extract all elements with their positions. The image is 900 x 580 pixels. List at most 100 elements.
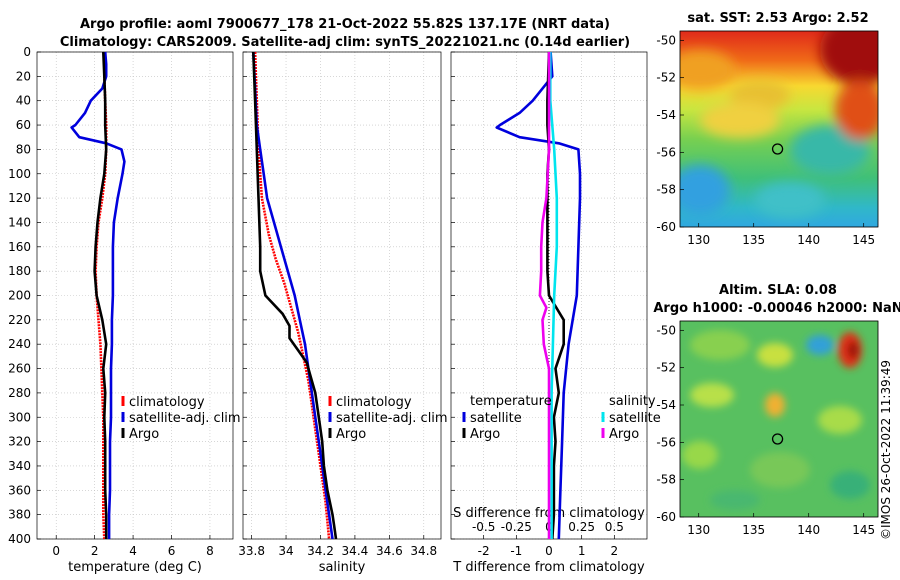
depth-tick-label: 260 (8, 362, 31, 376)
diff-legend-salinity-title: salinity (609, 394, 656, 409)
depth-tick-label: 300 (8, 410, 31, 424)
diff-top-tick-label: 0.25 (568, 520, 595, 534)
sal-xtick-label: 33.8 (238, 544, 265, 558)
diff-legend-temp-label: satellite (470, 411, 522, 426)
sla-map-xtick-label: 145 (852, 523, 875, 537)
sst-map-ytick-label: -56 (656, 145, 676, 159)
sal-legend-label: Argo (336, 427, 366, 442)
sst-argo-location-marker (771, 143, 784, 155)
sal-xtick-label: 34.6 (376, 544, 403, 558)
figure-title-line2: Climatology: CARS2009. Satellite-adj cli… (60, 35, 630, 50)
sla-map-ytick-label: -60 (656, 510, 676, 524)
diff-xtick-label: 0 (545, 544, 553, 558)
imos-watermark: ©IMOS 26-Oct-2022 11:39:49 (879, 360, 893, 540)
diff-xtick-label: -1 (510, 544, 522, 558)
sla-map-xtick-label: 130 (687, 523, 710, 537)
sst-map-xtick-label: 130 (687, 233, 710, 247)
depth-tick-label: 160 (8, 240, 31, 254)
depth-tick-label: 0 (23, 45, 31, 59)
sla-map-ytick-label: -50 (656, 323, 676, 337)
temp-xtick-label: 4 (129, 544, 137, 558)
temp-axes-frame (36, 51, 234, 540)
sst-map: sat. SST: 2.53 Argo: 2.52 -50 -52 -54 -56 -5… (656, 11, 879, 247)
temperature-panel: 0204060801001201401601802002202402602803… (8, 45, 241, 575)
sst-map-frame (679, 30, 879, 228)
temp-legend-label: climatology (129, 395, 205, 410)
depth-tick-label: 380 (8, 508, 31, 522)
temp-series-satellite-adj-clim (70, 51, 126, 539)
sal-series-argo (252, 51, 338, 540)
sla-map-title-line2: Argo h1000: -0.00046 h2000: NaN (653, 301, 900, 316)
sla-map-xtick-label: 135 (742, 523, 765, 537)
sst-map-ytick-label: -58 (656, 183, 676, 197)
sst-map-ytick-label: -50 (656, 33, 676, 47)
sal-xtick-label: 34.8 (410, 544, 437, 558)
sla-map-frame (679, 320, 879, 518)
depth-tick-label: 120 (8, 191, 31, 205)
temp-xlabel: temperature (deg C) (68, 560, 202, 575)
sal-xtick-label: 34 (278, 544, 293, 558)
sal-series-satellite-adj-clim (252, 51, 334, 540)
depth-tick-label: 60 (16, 118, 31, 132)
diff-xlabel: T difference from climatology (452, 560, 645, 575)
sal-xlabel: salinity (319, 560, 366, 575)
diff-xtick-label: 2 (611, 544, 619, 558)
temp-xtick-label: 0 (52, 544, 60, 558)
depth-tick-label: 180 (8, 264, 31, 278)
diff-xtick-label: -2 (478, 544, 490, 558)
temp-legend-label: Argo (129, 427, 159, 442)
sst-map-xtick-label: 135 (742, 233, 765, 247)
diff-top-tick-label: -0.25 (501, 520, 532, 534)
depth-tick-label: 140 (8, 215, 31, 229)
sal-xtick-label: 34.2 (307, 544, 334, 558)
sal-xtick-label: 34.4 (342, 544, 369, 558)
sla-argo-location-marker (771, 433, 784, 445)
depth-tick-label: 100 (8, 167, 31, 181)
depth-tick-label: 360 (8, 483, 31, 497)
sst-map-xtick-label: 140 (797, 233, 820, 247)
diff-legend-temperature-title: temperature (470, 394, 552, 409)
diff-series-salinity-satellite (548, 52, 559, 539)
sst-map-ytick-label: -52 (656, 71, 676, 85)
sst-map-xtick-label: 145 (852, 233, 875, 247)
depth-tick-label: 320 (8, 435, 31, 449)
depth-tick-label: 340 (8, 459, 31, 473)
sla-map-ytick-label: -54 (656, 398, 676, 412)
diff-legend-sal-label: satellite (609, 411, 661, 426)
diff-legend-temp-label: Argo (470, 427, 500, 442)
depth-tick-label: 200 (8, 289, 31, 303)
sla-map: Altim. SLA: 0.08 Argo h1000: -0.00046 h2… (653, 283, 900, 537)
sla-map-ytick-label: -52 (656, 361, 676, 375)
sla-map-image (680, 321, 878, 517)
diff-top-tick-label: 0.5 (605, 520, 624, 534)
sst-map-ytick-label: -54 (656, 108, 676, 122)
diff-top-tick-label: -0.5 (472, 520, 495, 534)
difference-panel: -2 -1 0 1 2 T difference from climatology -0.5… (450, 51, 661, 575)
sla-map-ytick-label: -58 (656, 473, 676, 487)
sal-legend-label: satellite-adj. clim (336, 411, 448, 426)
depth-tick-label: 400 (8, 532, 31, 546)
sla-map-title-line1: Altim. SLA: 0.08 (719, 283, 837, 298)
depth-tick-label: 80 (16, 142, 31, 156)
depth-tick-label: 280 (8, 386, 31, 400)
depth-tick-label: 220 (8, 313, 31, 327)
diff-series-temperature-satellite (495, 51, 582, 540)
depth-tick-label: 240 (8, 337, 31, 351)
temp-xtick-label: 6 (168, 544, 176, 558)
sal-legend-label: climatology (336, 395, 412, 410)
diff-legend-sal-label: Argo (609, 427, 639, 442)
sst-map-title: sat. SST: 2.53 Argo: 2.52 (687, 11, 868, 26)
figure-title-line1: Argo profile: aoml 7900677_178 21-Oct-20… (80, 17, 610, 32)
sst-map-image (680, 31, 878, 227)
diff-series-salinity-argo (538, 52, 551, 539)
temp-series-argo (93, 51, 108, 539)
sla-map-ytick-label: -56 (656, 435, 676, 449)
depth-tick-label: 20 (16, 69, 31, 83)
diff-xtick-label: 1 (578, 544, 586, 558)
sst-map-axes: -50 -52 -54 -56 -58 -60 130 135 140 145 (656, 30, 879, 247)
sla-map-xtick-label: 140 (797, 523, 820, 537)
depth-tick-label: 40 (16, 94, 31, 108)
temp-xtick-label: 2 (91, 544, 99, 558)
temp-legend-label: satellite-adj. clim (129, 411, 241, 426)
